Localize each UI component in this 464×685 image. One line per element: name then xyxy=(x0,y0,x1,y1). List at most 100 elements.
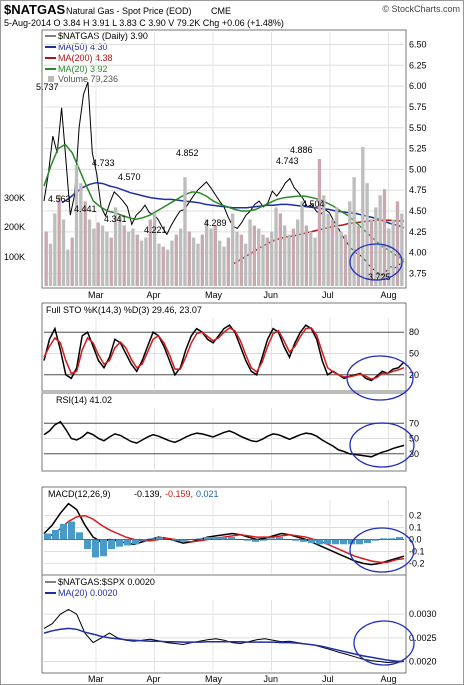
x-tick-label: Aug xyxy=(381,290,397,300)
macd-histogram-bar xyxy=(44,533,51,540)
series-line-d xyxy=(43,327,405,380)
quote-line: 5-Aug-2014 O 3.84 H 3.91 L 3.83 C 3.90 V… xyxy=(4,18,284,28)
price-plot: 3.75 4.00 4.25 4.50 4.75 5.00 5.25 5.50 5.75 6.00… xyxy=(36,32,427,286)
price-annotation: 4.341 xyxy=(104,214,127,224)
legend-price: $NATGAS (Daily) 3.90 xyxy=(58,31,148,41)
price-legend: $NATGAS (Daily) 3.90 MA(50) 4.30 MA(200)… xyxy=(45,31,148,84)
rsi-plot: 30 50 70 xyxy=(43,408,419,469)
y-tick-label: 3.75 xyxy=(409,269,427,279)
volume-bar xyxy=(187,231,191,286)
volume-bar xyxy=(57,195,61,286)
macd-histogram-bar xyxy=(124,539,131,546)
macd-histogram-bar xyxy=(60,523,67,540)
y-tick-label: 4.50 xyxy=(409,206,427,216)
price-annotation: 4.852 xyxy=(176,148,199,158)
volume-bar xyxy=(274,207,278,286)
panel-frames xyxy=(41,29,407,674)
volume-bar xyxy=(374,207,378,286)
macd-histogram-bar xyxy=(324,539,331,545)
x-tick-label: May xyxy=(205,674,223,684)
macd-histogram-bar xyxy=(228,537,235,540)
security-name: Natural Gas - Spot Price (EOD) xyxy=(66,6,192,16)
legend-swatch-volume xyxy=(48,76,54,82)
macd-histogram-bar xyxy=(276,537,283,540)
price-annotation: 4.563 xyxy=(48,194,71,204)
series-line-ma50 xyxy=(61,181,405,229)
volume-bar xyxy=(217,240,222,286)
volume-bar xyxy=(317,159,322,286)
volume-bar xyxy=(395,201,400,286)
ratio-legend: $NATGAS:$SPX 0.0020 MA(20) 0.0020 xyxy=(45,577,155,598)
volume-bar xyxy=(387,228,391,286)
macd-histogram-bar xyxy=(220,537,227,540)
macd-histogram-bar xyxy=(132,539,139,545)
y-tick-label: 5.75 xyxy=(409,102,427,112)
volume-bar xyxy=(105,231,109,286)
volume-bar xyxy=(213,225,217,286)
y-tick-label: 0.0025 xyxy=(409,633,437,643)
volume-bar xyxy=(165,249,170,286)
price-annotation: 3.725 xyxy=(368,272,391,282)
volume-bar xyxy=(70,237,74,286)
macd-histogram-bar xyxy=(356,539,363,545)
macd-hist-value: 0.021 xyxy=(196,489,219,499)
y-tick-label: 6.50 xyxy=(409,39,427,49)
volume-bar xyxy=(257,228,261,286)
volume-bar xyxy=(148,219,152,286)
macd-histogram-bar xyxy=(380,538,387,540)
macd-histogram-bar xyxy=(172,539,179,541)
price-annotation: 4.504 xyxy=(302,199,325,209)
y-tick-label: 5.25 xyxy=(409,144,427,154)
sto-plot: 20 50 80 xyxy=(43,318,419,401)
price-annotation: 4.289 xyxy=(204,218,227,228)
macd-histogram-bar xyxy=(148,538,155,540)
y-tick-label: 80 xyxy=(409,327,419,337)
series-line-rsi xyxy=(43,420,405,458)
y-tick-label: 30 xyxy=(409,449,419,459)
y-tick-label: 0.1 xyxy=(409,523,422,533)
exchange: CME xyxy=(211,6,231,16)
price-annotation: 4.221 xyxy=(144,225,167,235)
volume-bar xyxy=(183,177,187,286)
legend-ratio: $NATGAS:$SPX 0.0020 xyxy=(58,577,155,587)
volume-axis: 300K 200K 100K xyxy=(4,193,25,262)
macd-histogram-bar xyxy=(92,539,99,558)
price-panel xyxy=(41,29,407,289)
volume-bar xyxy=(231,213,235,286)
highlight-ellipse xyxy=(349,422,415,468)
volume-bar xyxy=(300,201,304,286)
legend-ma50: MA(50) 4.30 xyxy=(58,42,108,52)
volume-bar xyxy=(66,249,70,286)
volume-bar xyxy=(118,216,122,286)
volume-bar xyxy=(291,228,296,286)
legend-ratio-ma: MA(20) 0.0020 xyxy=(58,588,118,598)
volume-bar xyxy=(196,243,200,286)
volume-bar xyxy=(261,234,265,286)
rsi-panel xyxy=(41,392,407,472)
volume-bar xyxy=(400,213,404,286)
price-annotation: 4.743 xyxy=(276,156,299,166)
volume-bar xyxy=(135,234,139,286)
volume-bar xyxy=(200,234,204,286)
volume-bar xyxy=(79,183,83,286)
macd-histogram-bar xyxy=(340,539,347,545)
ratio-panel xyxy=(41,574,407,674)
macd-histogram-bar xyxy=(180,539,187,542)
volume-bar xyxy=(92,228,96,286)
volume-bar xyxy=(239,234,244,286)
y-tick-label: 0.0 xyxy=(409,534,422,544)
volume-bar xyxy=(252,225,257,286)
volume-bar xyxy=(283,225,287,286)
volume-bar xyxy=(309,231,313,286)
volume-bar xyxy=(248,219,252,286)
symbol: $NATGAS xyxy=(4,2,65,17)
x-tick-label: Aug xyxy=(381,674,397,684)
volume-bar xyxy=(391,219,395,286)
y-tick-label: 5.50 xyxy=(409,123,427,133)
volume-bar xyxy=(369,219,374,286)
volume-bar xyxy=(113,207,118,286)
price-annotation: 4.441 xyxy=(74,204,97,214)
volume-tick-200k: 200K xyxy=(4,222,25,232)
macd-plot: -0.2 -0.1 0.00.1 0.2 xyxy=(43,500,425,573)
